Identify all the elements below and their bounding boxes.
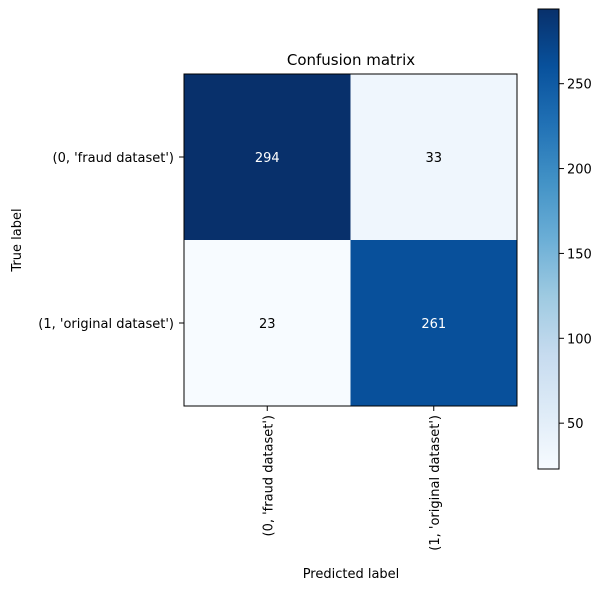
matrix-cell: [184, 74, 351, 240]
colorbar-tick-label: 200: [567, 163, 592, 178]
chart-title: Confusion matrix: [287, 51, 415, 69]
y-tick-label: (0, 'fraud dataset'): [53, 151, 175, 166]
cell-value-label: 33: [425, 151, 442, 166]
colorbar-tick-label: 50: [567, 417, 584, 432]
colorbar-tick-label: 250: [567, 78, 592, 93]
matrix-cell: [350, 74, 517, 240]
x-tick-label: (1, 'original dataset'): [428, 415, 443, 551]
cell-value-label: 261: [421, 317, 446, 332]
colorbar: [537, 8, 560, 470]
matrix-cell: [350, 240, 517, 406]
x-axis-label: Predicted label: [303, 567, 400, 582]
y-axis-label: True label: [10, 208, 25, 272]
cell-value-label: 23: [259, 317, 276, 332]
colorbar-tick-label: 150: [567, 247, 592, 262]
plot-frame: [183, 73, 518, 407]
y-tick-label: (1, 'original dataset'): [38, 317, 174, 332]
matrix-cell: [184, 240, 351, 406]
x-tick-label: (0, 'fraud dataset'): [261, 415, 276, 537]
colorbar-tick-label: 100: [567, 332, 592, 347]
cell-value-label: 294: [255, 151, 280, 166]
